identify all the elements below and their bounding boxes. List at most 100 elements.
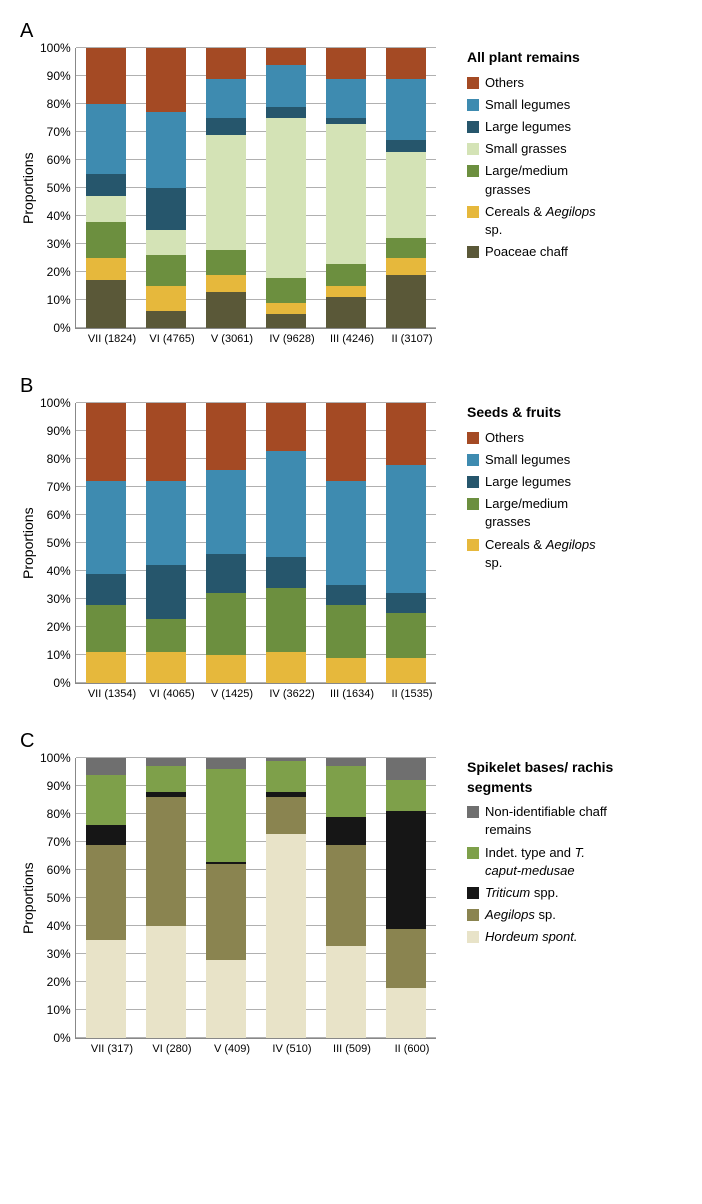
bar-segment-triticum — [86, 825, 126, 845]
bar-segment-smallGrasses — [326, 124, 366, 264]
bar-segment-largeGrasses — [386, 613, 426, 658]
bar-segment-largeLegumes — [146, 565, 186, 618]
bar-segment-smallLegumes — [206, 79, 246, 118]
chart-row: Proportions100%90%80%70%60%50%40%30%20%1… — [20, 403, 442, 684]
bar-segment-poaceae — [146, 311, 186, 328]
x-label: III (509) — [325, 1043, 380, 1055]
legend-label: Large/medium grasses — [485, 162, 615, 198]
bar-segment-nonId — [146, 758, 186, 766]
bar-segment-cereals — [206, 275, 246, 292]
x-label: II (3107) — [385, 333, 440, 345]
bar — [146, 758, 186, 1038]
legend-item-largeGrasses: Large/medium grasses — [467, 495, 615, 531]
legend-label: Small grasses — [485, 140, 567, 158]
legend-label: Large legumes — [485, 118, 571, 136]
bar-segment-cereals — [86, 652, 126, 683]
bar-segment-hordeum — [206, 960, 246, 1038]
bar-segment-poaceae — [86, 280, 126, 328]
x-labels: VII (1354)VI (4065)V (1425)IV (3622)III … — [82, 688, 442, 700]
bar-segment-largeGrasses — [146, 255, 186, 286]
bar-segment-smallLegumes — [326, 79, 366, 118]
panel-body: Proportions100%90%80%70%60%50%40%30%20%1… — [20, 48, 682, 345]
bar-segment-indet — [146, 766, 186, 791]
bar-segment-largeGrasses — [386, 238, 426, 258]
legend-item-hordeum: Hordeum spont. — [467, 928, 682, 946]
bar-segment-others — [266, 48, 306, 65]
swatch-poaceae — [467, 246, 479, 258]
bar-segment-largeLegumes — [326, 585, 366, 605]
bar-segment-aegilops — [86, 845, 126, 940]
legend-item-smallLegumes: Small legumes — [467, 96, 615, 114]
x-label: V (3061) — [205, 333, 260, 345]
y-ticks: 100%90%80%70%60%50%40%30%20%10%0% — [40, 403, 71, 683]
bar-segment-indet — [206, 769, 246, 861]
bar-segment-largeLegumes — [266, 557, 306, 588]
bar-segment-poaceae — [266, 314, 306, 328]
bar-segment-smallLegumes — [326, 481, 366, 585]
bar-segment-hordeum — [146, 926, 186, 1038]
bar-segment-others — [386, 403, 426, 465]
swatch-smallLegumes — [467, 99, 479, 111]
x-labels-wrap: VII (317)VI (280)V (409)IV (510)III (509… — [20, 1039, 442, 1055]
bar — [206, 48, 246, 328]
y-ticks: 100%90%80%70%60%50%40%30%20%10%0% — [40, 48, 71, 328]
bar-segment-others — [266, 403, 306, 451]
plot-area — [75, 403, 436, 684]
bars-container — [76, 758, 436, 1038]
legend-item-smallGrasses: Small grasses — [467, 140, 615, 158]
chart-block: Proportions100%90%80%70%60%50%40%30%20%1… — [20, 48, 442, 345]
bar — [266, 758, 306, 1038]
x-label: III (1634) — [325, 688, 380, 700]
bar-segment-smallGrasses — [206, 135, 246, 250]
bar-segment-largeGrasses — [326, 605, 366, 658]
swatch-largeLegumes — [467, 476, 479, 488]
bar-segment-largeLegumes — [206, 554, 246, 593]
bar-segment-others — [206, 403, 246, 470]
bar-segment-others — [86, 403, 126, 481]
bar-segment-largeGrasses — [146, 619, 186, 653]
x-label: V (1425) — [205, 688, 260, 700]
x-label: VI (4765) — [145, 333, 200, 345]
bar-segment-largeGrasses — [326, 264, 366, 286]
legend-label: Cereals & Aegilops sp. — [485, 203, 615, 239]
y-axis-title: Proportions — [20, 403, 36, 684]
bar-segment-largeGrasses — [206, 250, 246, 275]
plot-area — [75, 758, 436, 1039]
bar-segment-smallLegumes — [86, 481, 126, 573]
legend-label: Small legumes — [485, 96, 570, 114]
bar-segment-nonId — [206, 758, 246, 769]
x-label: IV (3622) — [265, 688, 320, 700]
bar-segment-largeGrasses — [86, 222, 126, 258]
legend-label: Others — [485, 429, 524, 447]
chart-block: Proportions100%90%80%70%60%50%40%30%20%1… — [20, 403, 442, 700]
legend-label: Triticum spp. — [485, 884, 558, 902]
bar-segment-cereals — [206, 655, 246, 683]
x-labels: VII (317)VI (280)V (409)IV (510)III (509… — [82, 1043, 442, 1055]
legend-item-largeGrasses: Large/medium grasses — [467, 162, 615, 198]
bar-segment-indet — [86, 775, 126, 825]
x-labels: VII (1824)VI (4765)V (3061)IV (9628)III … — [82, 333, 442, 345]
bar-segment-hordeum — [326, 946, 366, 1038]
x-label: VI (280) — [145, 1043, 200, 1055]
panel-label-B: B — [20, 375, 682, 398]
bar-segment-aegilops — [206, 864, 246, 959]
panel-body: Proportions100%90%80%70%60%50%40%30%20%1… — [20, 758, 682, 1055]
swatch-largeGrasses — [467, 165, 479, 177]
y-axis-title: Proportions — [20, 758, 36, 1039]
x-label: VII (1824) — [85, 333, 140, 345]
legend-item-smallLegumes: Small legumes — [467, 451, 615, 469]
legend-item-cereals: Cereals & Aegilops sp. — [467, 536, 615, 572]
swatch-others — [467, 432, 479, 444]
legend-item-indet: Indet. type and T. caput-medusae — [467, 844, 682, 880]
bar-segment-nonId — [86, 758, 126, 775]
bar — [266, 48, 306, 328]
bar-segment-cereals — [386, 258, 426, 275]
bar — [86, 48, 126, 328]
swatch-largeGrasses — [467, 498, 479, 510]
bar-segment-poaceae — [206, 292, 246, 328]
panel-A: AProportions100%90%80%70%60%50%40%30%20%… — [20, 20, 682, 345]
plot-area — [75, 48, 436, 329]
bar-segment-nonId — [386, 758, 426, 780]
bar-segment-nonId — [326, 758, 366, 766]
x-label: V (409) — [205, 1043, 260, 1055]
